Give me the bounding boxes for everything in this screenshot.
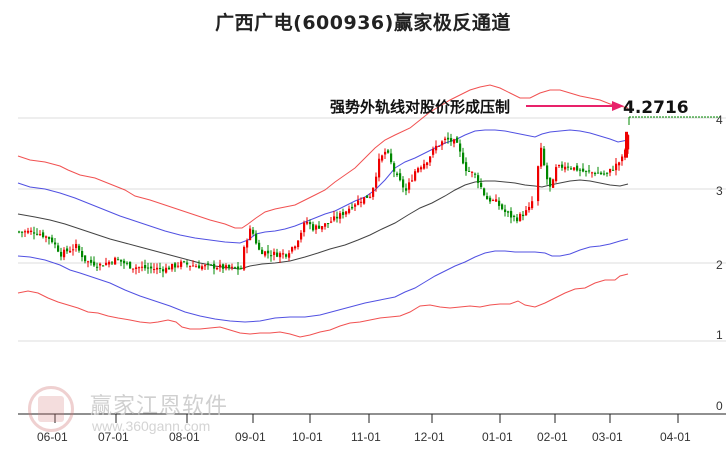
- x-tick-08-01: 08-01: [169, 430, 200, 444]
- price-level-line: [628, 116, 720, 125]
- inner-upper-band: [17, 129, 629, 244]
- watermark-url: www.360gann.com: [92, 418, 211, 434]
- y-tick-2: 2: [716, 258, 723, 272]
- y-axis: 4 3 2 1 0: [716, 113, 723, 413]
- x-tick-11-01: 11-01: [351, 430, 381, 444]
- price-label: 4.2716: [623, 98, 689, 118]
- annotation-text: 强势外轨线对股价形成压制: [330, 98, 510, 116]
- x-tick-10-01: 10-01: [292, 430, 323, 444]
- annotation-arrow: [526, 101, 624, 111]
- watermark-text: 赢家江恩软件: [90, 394, 229, 419]
- candlesticks: [18, 131, 630, 278]
- inner-lower-band: [17, 238, 629, 323]
- x-axis: 06-01 07-01 08-01 09-01 10-01 11-01 12-0…: [18, 413, 726, 444]
- x-tick-09-01: 09-01: [235, 430, 266, 444]
- watermark-logo: [28, 386, 74, 432]
- x-tick-01-01: 01-01: [482, 430, 513, 444]
- y-tick-4: 4: [716, 113, 723, 127]
- x-tick-07-01: 07-01: [98, 430, 129, 444]
- x-tick-12-01: 12-01: [414, 430, 445, 444]
- chart-title: 广西广电(600936)赢家极反通道: [215, 12, 511, 34]
- x-tick-03-01: 03-01: [592, 430, 623, 444]
- x-tick-06-01: 06-01: [37, 430, 68, 444]
- outer-lower-band: [17, 273, 629, 338]
- x-tick-04-01: 04-01: [660, 430, 691, 444]
- y-tick-3: 3: [716, 184, 723, 198]
- x-tick-02-01: 02-01: [537, 430, 568, 444]
- y-tick-1: 1: [716, 328, 723, 342]
- y-tick-0: 0: [716, 399, 723, 413]
- middle-line: [17, 179, 629, 270]
- outer-upper-band: [17, 84, 629, 229]
